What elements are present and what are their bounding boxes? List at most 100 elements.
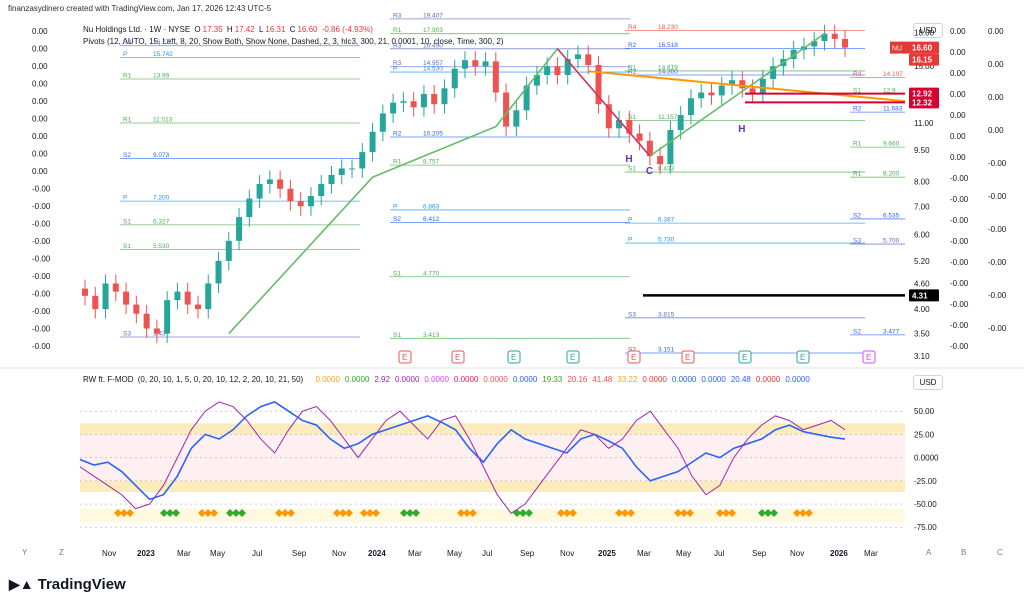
pivot-name-label: P [628, 237, 632, 244]
candle-body [667, 130, 674, 165]
indicator-axis-tick: -50.00 [914, 500, 937, 509]
far-right-scale-tick: -0.00 [988, 192, 1007, 201]
earnings-marker [566, 350, 580, 364]
last-price-tag: 16.60 [912, 44, 933, 53]
time-axis-tick: Nov [332, 549, 346, 558]
footer-b[interactable]: B [961, 548, 967, 557]
ohlc-h-label: H [226, 25, 233, 34]
candle-body [749, 88, 756, 94]
pivot-name-label: S1 [628, 114, 636, 121]
currency-button-main[interactable]: USD [913, 23, 943, 38]
price-axis-tick: 11.00 [914, 119, 934, 128]
price-axis-tick: 9.50 [914, 146, 930, 155]
indicator-axis-tick: 0.0000 [914, 454, 939, 463]
indicator-legend-value: 0.0000 [315, 375, 340, 384]
zigzag-line [228, 33, 825, 335]
indicator-legend-value: 0.0000 [671, 375, 697, 384]
currency-button-indicator[interactable]: USD [913, 375, 943, 390]
time-axis-tick: Mar [408, 549, 422, 558]
signal-diamond [716, 509, 724, 517]
pivot-value-label: 16.770 [153, 39, 173, 46]
indicator-params: (0, 20, 10, 1, 5, 0, 20, 10, 12, 2, 20, … [137, 375, 304, 384]
pivot-name-label: R1 [853, 141, 862, 148]
far-right-scale-tick: -0.00 [988, 225, 1007, 234]
candle-body [831, 33, 838, 39]
pivot-value-label: 3.437 [153, 331, 170, 338]
pivot-value-label: 17.903 [423, 27, 443, 34]
candle-body [574, 54, 581, 60]
far-right-scale-tick: -0.00 [988, 291, 1007, 300]
ticker-tag: NU [892, 46, 902, 53]
ohlc-c-label: C [289, 25, 296, 34]
signal-diamond [172, 509, 180, 517]
left-scale-tick: -0.00 [32, 342, 51, 351]
pivot-value-label: 10.205 [423, 131, 443, 138]
left-scale-tick: -0.00 [32, 237, 51, 246]
time-axis-tick: Jul [714, 549, 724, 558]
price-axis-tick: 3.50 [914, 330, 930, 339]
signal-diamond [287, 509, 295, 517]
candle-body [677, 115, 684, 131]
signal-diamond [457, 509, 465, 517]
pivot-name-label: R1 [853, 171, 862, 178]
signal-diamond [513, 509, 521, 517]
earnings-marker-label: E [742, 353, 747, 362]
indicator-axis-tick: 50.00 [914, 407, 935, 416]
pivot-value-label: 6.387 [658, 217, 675, 224]
price-axis-tick: 4.00 [914, 305, 930, 314]
footer-a[interactable]: A [926, 548, 932, 557]
candle-body [533, 75, 540, 86]
candle-body [687, 98, 694, 116]
earnings-marker-label: E [866, 353, 871, 362]
tradingview-logo[interactable]: ▶▲ TradingView [9, 576, 126, 593]
indicator-legend-value: 0.0000 [453, 375, 479, 384]
left-scale-tick: -0.00 [32, 290, 51, 299]
time-axis-tick: 2023 [137, 549, 155, 558]
tradingview-logo-icon: ▶▲ [9, 576, 34, 592]
price-axis-tick: 8.00 [914, 178, 930, 187]
time-axis-tick: Nov [560, 549, 574, 558]
signal-diamond [281, 509, 289, 517]
close-value: 16.60 [297, 25, 318, 34]
footer-z[interactable]: Z [59, 548, 64, 557]
candle-body [564, 59, 571, 76]
far-right-scale-tick: 0.00 [988, 93, 1004, 102]
earnings-marker [738, 350, 752, 364]
pivots-legend[interactable]: Pivots (12, AUTO, 15, Left, 8, 20, Show … [83, 37, 504, 46]
left-scale-tick: -0.00 [32, 325, 51, 334]
earnings-marker-label: E [455, 353, 460, 362]
candle-body [523, 85, 530, 111]
left-scale-tick: 0.00 [32, 80, 48, 89]
pivot-value-label: 16.490 [423, 42, 443, 49]
pivot-name-label: R3 [123, 39, 132, 46]
pivot-name-label: R1 [393, 27, 402, 34]
candle-body [369, 131, 376, 153]
indicator-legend-value: 20.48 [730, 375, 751, 384]
candle-body [718, 85, 725, 96]
neutral-band [80, 434, 905, 481]
candle-body [266, 179, 273, 185]
pivot-name-label: S3 [628, 311, 636, 318]
far-right-scale-tick: -0.00 [988, 159, 1007, 168]
footer-c[interactable]: C [997, 548, 1003, 557]
symbol-legend[interactable]: Nu Holdings Ltd. · 1W · NYSE O 17.35 H 17.… [83, 25, 373, 34]
pivot-value-label: 12.9 [883, 87, 896, 94]
indicator-legend-value: 0.0000 [701, 375, 726, 384]
pivot-value-label: 6.412 [423, 216, 440, 223]
candle-body [605, 104, 612, 129]
signal-diamond [114, 509, 122, 517]
candle-body [143, 313, 150, 329]
indicator-legend[interactable]: RW ft. F-MOD (0, 20, 10, 1, 5, 0, 20, 10… [83, 375, 810, 384]
indicator-legend-value: 0.0000 [785, 375, 810, 384]
footer-y[interactable]: Y [22, 548, 28, 557]
time-axis-tick: May [210, 549, 225, 558]
candle-body [205, 283, 212, 310]
ticker-tag-bg [890, 41, 909, 54]
indicator-legend-value: 33.22 [617, 375, 638, 384]
signal-diamond [686, 509, 694, 517]
pivot-name-label: R1 [393, 159, 402, 166]
pivot-value-label: 5.730 [658, 237, 675, 244]
time-axis-tick: Sep [752, 549, 767, 558]
signal-diamond [400, 509, 408, 517]
